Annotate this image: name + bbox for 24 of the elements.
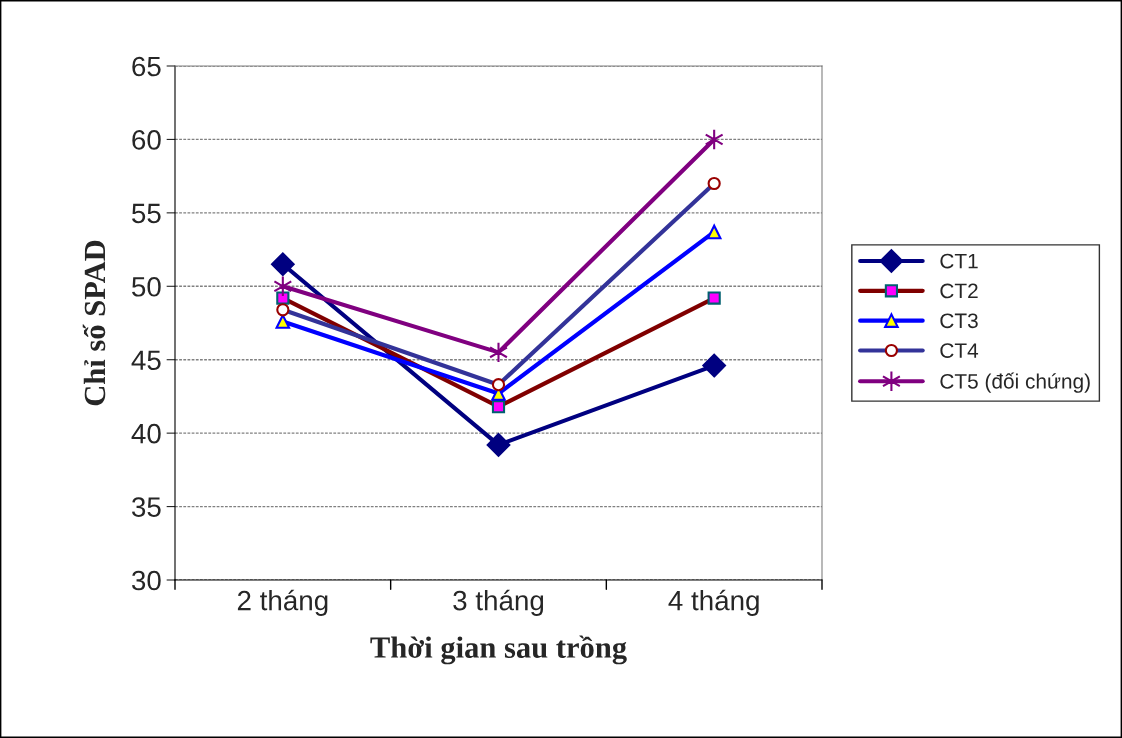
y-tick-label: 65: [132, 56, 161, 77]
point: [489, 341, 508, 364]
y-tick-label: 40: [131, 423, 161, 444]
y-tick-label: 30: [131, 570, 161, 591]
x-axis-title: Thời gian sau trồng: [370, 635, 627, 665]
point: [486, 433, 511, 457]
point: [275, 314, 291, 329]
point: [702, 353, 727, 378]
y-tick-label: 50: [132, 276, 161, 297]
point: [270, 252, 295, 277]
point: [706, 224, 722, 240]
x-tick-label: 3 tháng: [453, 589, 544, 616]
y-tick-label: 45: [131, 350, 161, 371]
y-axis-title: Chỉ số SPAD: [82, 240, 106, 406]
legend-label: CT1: [940, 253, 978, 269]
y-tick-label: 60: [132, 130, 161, 150]
legend-label: CT2: [940, 283, 978, 299]
x-tick-label: 4 tháng: [668, 589, 759, 616]
legend-label: CT3: [940, 313, 978, 329]
legend-label: CT4: [940, 343, 979, 358]
x-tick-label: 2 tháng: [237, 589, 328, 616]
legend-label: CT5 (đối chứng): [940, 372, 1090, 393]
y-tick-label: 35: [131, 497, 161, 517]
y-tick-label: 55: [132, 203, 161, 224]
